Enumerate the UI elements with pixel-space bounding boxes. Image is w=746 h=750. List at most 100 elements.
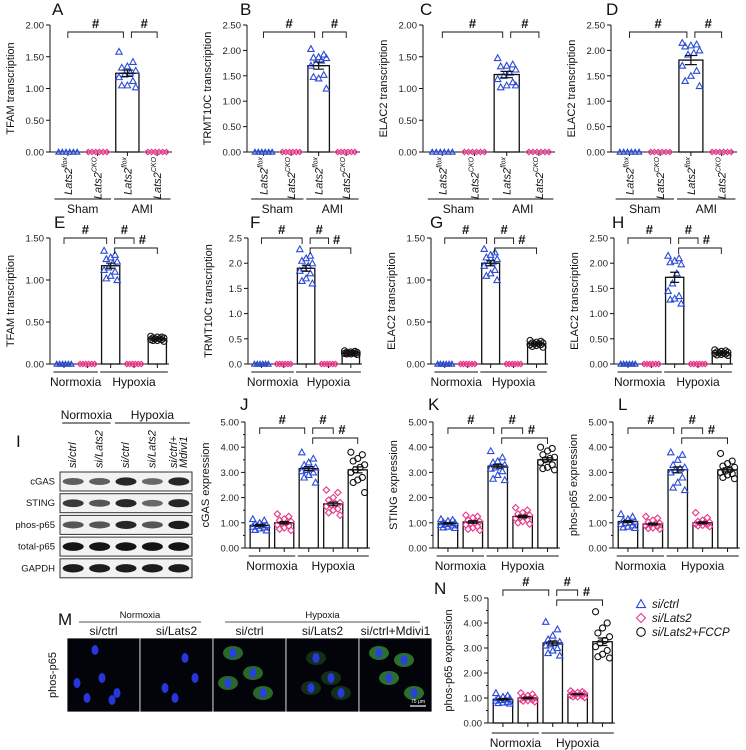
data-point-triangle (680, 463, 689, 471)
data-point-triangle (295, 266, 304, 274)
data-point-triangle (102, 254, 111, 263)
data-point-triangle (678, 473, 687, 481)
data-point-triangle (482, 271, 491, 279)
y-axis-label: TFAM transcription (5, 42, 17, 134)
data-point-triangle (541, 617, 550, 625)
y-tick-label: 5.00 (589, 418, 608, 429)
blot-band (141, 521, 163, 529)
data-point-triangle (448, 148, 456, 155)
data-point-diamond (324, 508, 333, 517)
category-label-superscript: flox (258, 157, 265, 168)
data-point-triangle (131, 66, 140, 74)
panel-label: B (240, 0, 251, 19)
data-point-diamond (523, 696, 532, 705)
data-point-diamond (329, 493, 338, 502)
data-point-triangle (264, 360, 272, 367)
error-bar (466, 520, 480, 524)
data-point-triangle (319, 50, 328, 58)
data-point-triangle (627, 148, 635, 155)
data-point-triangle (692, 66, 701, 74)
data-point-diamond (322, 486, 331, 495)
condition-label: Sham (67, 202, 98, 216)
data-point-triangle (666, 468, 675, 476)
y-tick-label: 0.50 (587, 122, 606, 133)
data-point-triangle (260, 515, 269, 524)
condition-label: Normoxia (435, 559, 487, 573)
data-point-triangle (311, 463, 320, 471)
y-tick-label: 0.50 (223, 122, 242, 133)
significance-mark: # (501, 222, 509, 237)
data-point-triangle (490, 265, 500, 274)
category-label: Lats2flox (623, 157, 636, 195)
data-point-triangle (248, 514, 257, 523)
condition-label: Normoxia (431, 375, 483, 389)
error-bar (484, 260, 497, 267)
significance-mark: # (469, 16, 477, 31)
blot-band (89, 564, 111, 573)
condition-label: Hypoxia (307, 375, 351, 389)
data-point-triangle (505, 699, 515, 707)
y-tick-label: 1.50 (399, 52, 418, 63)
chart-panel-k: K 0.00 1.00 2.00 3.00 4.00 5.00 STING expressio… (388, 395, 560, 573)
blot-band (115, 499, 137, 508)
data-point-triangle (306, 268, 315, 277)
significance-bracket (114, 237, 135, 244)
data-point-diamond (333, 504, 342, 513)
y-tick-label: 1.00 (589, 518, 608, 529)
blot-condition-label: Normoxia (61, 408, 113, 422)
condition-label: Normoxia (246, 559, 298, 573)
data-point-circle (594, 629, 602, 637)
micrograph-label: si/ctrl (236, 624, 264, 638)
data-point-circle (603, 619, 611, 627)
data-point-diamond (163, 148, 170, 156)
blot-band (141, 564, 163, 573)
data-point-triangle (448, 360, 456, 367)
data-point-diamond (336, 511, 345, 520)
error-bar (720, 467, 735, 473)
data-point-triangle (117, 63, 126, 71)
significance-bracket (263, 31, 316, 38)
data-point-triangle (494, 698, 503, 707)
data-point-triangle (258, 148, 266, 155)
data-point-diamond (644, 524, 653, 533)
legend-label: si/ctrl (652, 599, 679, 611)
y-tick-label: 2.00 (26, 21, 45, 32)
data-point-circle (539, 465, 547, 473)
error-bar (277, 520, 291, 525)
significance-bracket (678, 247, 722, 254)
panel-label: N (434, 579, 446, 598)
data-point-triangle (548, 646, 557, 654)
bar (678, 59, 704, 153)
chart-panel-g: G 0.00 0.50 1.00 1.50 ELAC2 transcription # # # N… (386, 213, 548, 389)
y-tick-label: 2.5 (229, 234, 242, 245)
data-point-diamond (691, 508, 700, 517)
error-bar (497, 70, 516, 79)
category-label-superscript: flox (62, 157, 69, 168)
data-point-circle (591, 643, 600, 651)
y-axis-label: phos-p65 expression (568, 434, 580, 536)
significance-mark: # (278, 222, 286, 237)
y-tick-label: 0.00 (590, 360, 609, 371)
data-point-triangle (541, 641, 550, 649)
nucleus (73, 678, 81, 688)
data-point-triangle (480, 261, 489, 269)
data-point-circle (716, 449, 725, 458)
data-point-triangle (555, 637, 564, 645)
category-label-superscript: CKO (340, 156, 347, 172)
significance-bracket (627, 237, 672, 244)
data-point-diamond (666, 148, 674, 156)
data-point-triangle (496, 61, 505, 70)
y-axis-label: phos-p65 expression (443, 609, 455, 711)
data-point-triangle (492, 275, 502, 284)
category-label-text: Lats2 (122, 168, 134, 195)
y-tick-label: 0.00 (399, 148, 418, 159)
nucleus (375, 648, 383, 658)
data-point-circle (605, 654, 614, 662)
data-point-circle (724, 351, 732, 360)
blot-band (141, 542, 163, 551)
significance-bracket (681, 437, 728, 444)
condition-label: Hypoxia (556, 736, 600, 750)
condition-label: Normoxia (490, 736, 542, 750)
data-point-triangle (123, 80, 132, 89)
